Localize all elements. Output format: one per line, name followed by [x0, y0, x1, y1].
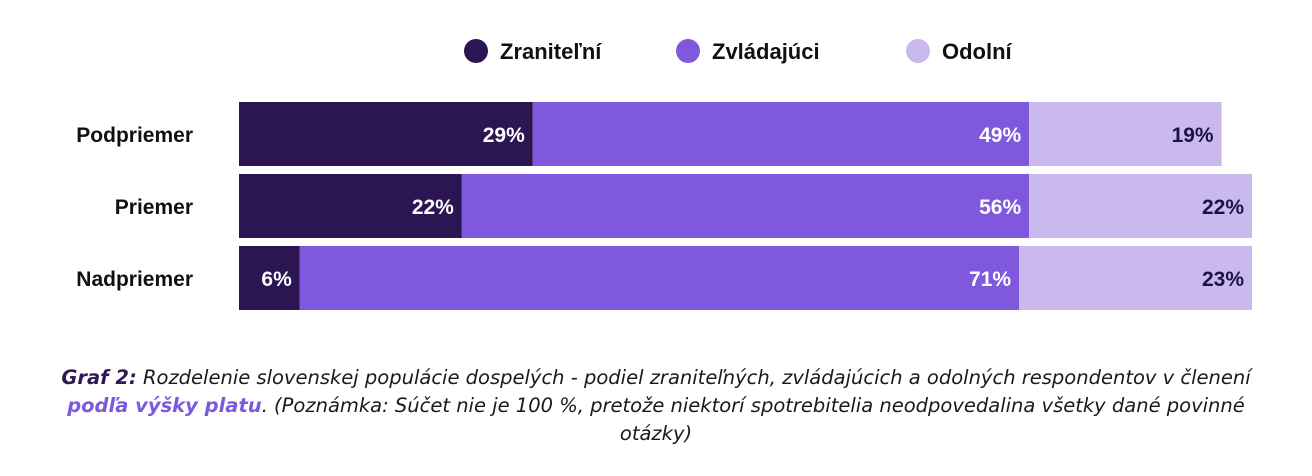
legend-label-odolni: Odolní: [942, 39, 1013, 64]
data-label: 29%: [483, 124, 525, 147]
bar-segment-odolni: [1029, 174, 1252, 238]
bar-segment-zvladajuci: [532, 102, 1030, 166]
legend-swatch-zranitelni: [464, 39, 488, 63]
bar-segment-zranitelni: [239, 174, 462, 238]
data-label: 23%: [1202, 268, 1244, 291]
data-label: 19%: [1172, 124, 1214, 147]
category-label: Nadpriemer: [76, 268, 193, 291]
bar-segment-zvladajuci: [299, 246, 1020, 310]
category-label: Podpriemer: [76, 124, 193, 147]
legend-label-zranitelni: Zraniteľní: [500, 39, 602, 64]
caption-text-after: . (Poznámka: Súčet nie je 100 %, pretože…: [261, 394, 1245, 445]
chart-caption: Graf 2: Rozdelenie slovenskej populácie …: [40, 364, 1272, 448]
chart-rows: Podpriemer 29% 49% 19% Priemer 22% 56% 22% Nadpr…: [76, 102, 1252, 310]
caption-highlight: podľa výšky platu: [67, 394, 262, 417]
legend-swatch-zvladajuci: [676, 39, 700, 63]
bar-segment-zranitelni: [239, 102, 533, 166]
bar-segment-zranitelni: [239, 246, 300, 310]
legend: Zraniteľní Zvládajúci Odolní: [464, 39, 1013, 64]
caption-text-before: Rozdelenie slovenskej populácie dospelýc…: [136, 366, 1251, 389]
legend-swatch-odolni: [906, 39, 930, 63]
data-label: 22%: [412, 196, 454, 219]
data-label: 49%: [979, 124, 1021, 147]
caption-lead: Graf 2:: [61, 366, 137, 389]
stacked-bar-chart: Zraniteľní Zvládajúci Odolní Podpriemer 29%…: [76, 39, 1252, 310]
data-label: 71%: [969, 268, 1011, 291]
bar-segment-odolni: [1029, 102, 1222, 166]
data-label: 6%: [261, 268, 292, 291]
category-label: Priemer: [115, 196, 193, 219]
legend-label-zvladajuci: Zvládajúci: [712, 39, 820, 64]
data-label: 56%: [979, 196, 1021, 219]
bar-segment-zvladajuci: [461, 174, 1030, 238]
bar-segment-odolni: [1019, 246, 1252, 310]
data-label: 22%: [1202, 196, 1244, 219]
